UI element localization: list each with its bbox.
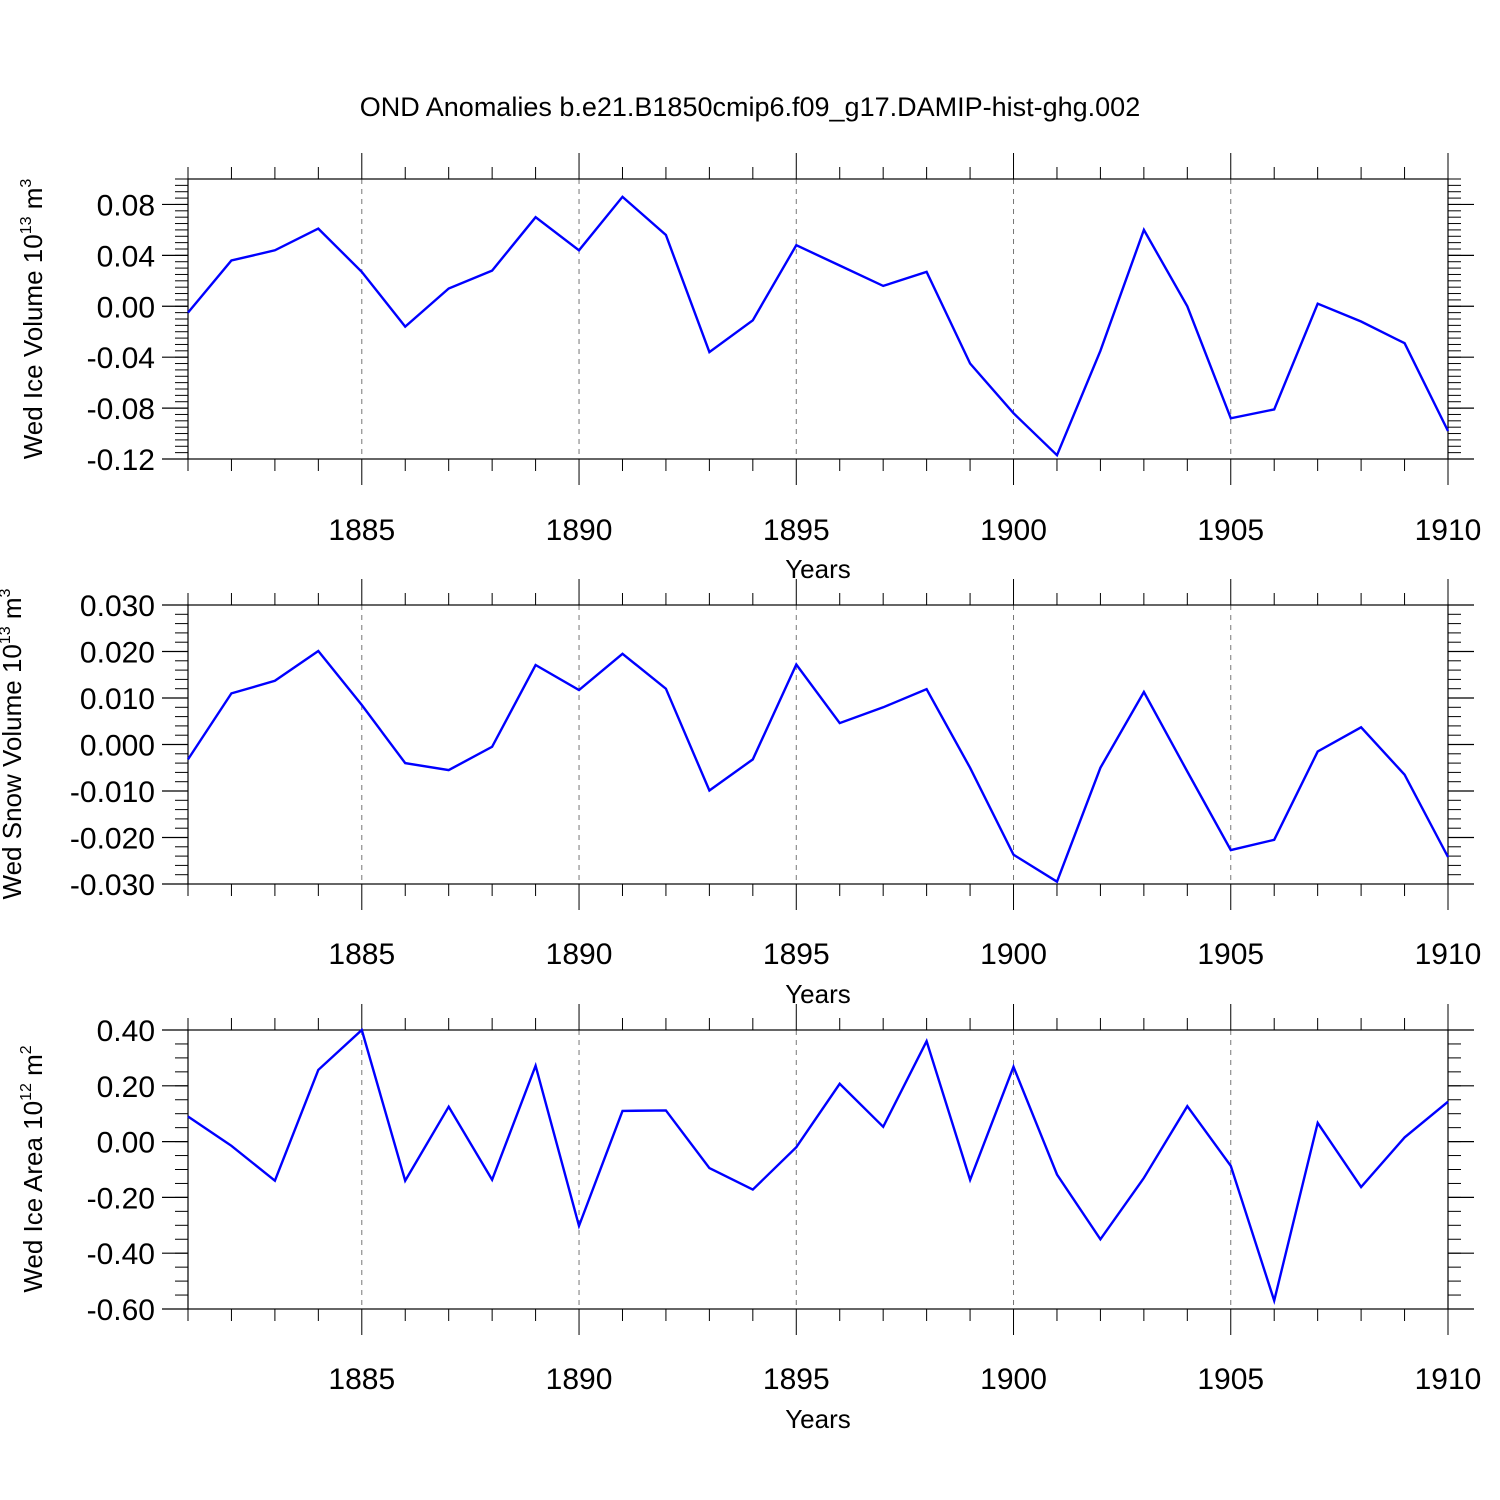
panel-ice-volume: -0.12 -0.08 -0.04 0.00 0.04 0.08 1885 1890 1895 1…	[18, 153, 1481, 584]
series-line	[187, 195, 1450, 458]
x-tick-label: 1905	[1197, 938, 1264, 971]
x-axis-label: Years	[785, 1404, 851, 1434]
y-axis-label-unit: m	[0, 597, 27, 626]
y-tick-label: -0.12	[87, 444, 155, 477]
y-tick-label: -0.010	[70, 776, 155, 809]
y-axis-label-unit: m	[18, 1054, 48, 1083]
y-tick-label: 0.04	[97, 240, 155, 273]
y-tick-label: -0.08	[87, 393, 155, 426]
x-tick-label: 1895	[763, 1363, 830, 1396]
y-axis-label-exponent: 13	[18, 216, 35, 234]
y-axis-label-unit-exponent: 3	[18, 179, 35, 188]
x-tick-label: 1900	[980, 938, 1047, 971]
x-tick-label: 1905	[1197, 1363, 1264, 1396]
figure-title: OND Anomalies b.e21.B1850cmip6.f09_g17.D…	[360, 92, 1140, 122]
x-tick-label: 1885	[328, 1363, 395, 1396]
x-tick-label: 1905	[1197, 514, 1264, 547]
y-axis-label: Wed Snow Volume 1013 m3	[0, 588, 27, 899]
panel-ice-area: -0.60 -0.40 -0.20 0.00 0.20 0.40 1885 1890 1895 1…	[18, 1004, 1481, 1434]
y-tick-label: -0.04	[87, 342, 155, 375]
y-tick-label: 0.000	[80, 730, 155, 763]
y-tick-label: 0.40	[97, 1015, 155, 1048]
y-axis-label-unit-exponent: 3	[0, 588, 14, 597]
y-tick-label: 0.010	[80, 683, 155, 716]
x-tick-label: 1885	[328, 514, 395, 547]
y-axis-label-main: Wed Snow Volume 10	[0, 644, 27, 899]
x-tick-label: 1900	[980, 514, 1047, 547]
x-tick-label: 1910	[1415, 514, 1482, 547]
series-line	[186, 649, 1450, 884]
y-axis-label-unit-exponent: 2	[18, 1045, 35, 1054]
y-tick-label: 0.020	[80, 637, 155, 670]
y-tick-label: -0.020	[70, 823, 155, 856]
x-tick-label: 1900	[980, 1363, 1047, 1396]
y-axis-label: Wed Ice Area 1012 m2	[18, 1045, 48, 1292]
x-tick-label: 1885	[328, 938, 395, 971]
x-axis-label: Years	[785, 554, 851, 584]
x-tick-label: 1890	[546, 1363, 613, 1396]
x-tick-label: 1910	[1415, 938, 1482, 971]
y-tick-label: 0.00	[97, 291, 155, 324]
y-tick-label: -0.40	[87, 1238, 155, 1271]
y-tick-label: 0.20	[97, 1071, 155, 1104]
y-tick-label: 0.00	[97, 1127, 155, 1160]
plot-frame	[187, 604, 1449, 885]
x-tick-label: 1890	[546, 514, 613, 547]
plot-frame	[187, 1029, 1449, 1310]
y-tick-label: -0.60	[87, 1294, 155, 1327]
y-tick-label: 0.030	[80, 590, 155, 623]
y-tick-label: 0.08	[97, 189, 155, 222]
x-tick-label: 1895	[763, 938, 830, 971]
plot-frame	[187, 178, 1449, 460]
series-line	[187, 1027, 1449, 1306]
x-tick-label: 1895	[763, 514, 830, 547]
y-axis-label-unit: m	[18, 188, 48, 217]
panel-snow-volume: -0.030 -0.020 -0.010 0.000 0.010 0.020 0.030 18…	[0, 579, 1481, 1009]
y-axis-label-exponent: 12	[18, 1083, 35, 1101]
x-tick-label: 1910	[1415, 1363, 1482, 1396]
y-axis-label-main: Wed Ice Volume 10	[18, 234, 48, 459]
y-axis-label-main: Wed Ice Area 10	[18, 1101, 48, 1293]
y-tick-label: -0.20	[87, 1182, 155, 1215]
y-tick-label: -0.030	[70, 869, 155, 902]
x-axis-label: Years	[785, 979, 851, 1009]
y-axis-label-exponent: 13	[0, 626, 14, 644]
x-tick-label: 1890	[546, 938, 613, 971]
y-axis-label: Wed Ice Volume 1013 m3	[18, 179, 48, 460]
